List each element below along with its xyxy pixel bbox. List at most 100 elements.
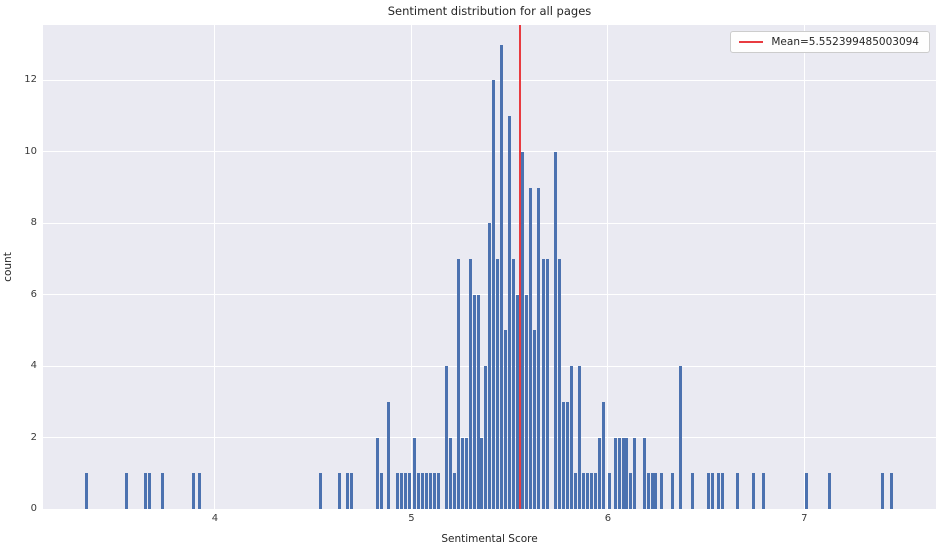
histogram-bar <box>449 437 453 509</box>
histogram-bar <box>707 473 711 509</box>
histogram-bar <box>468 258 472 509</box>
histogram-bar <box>515 294 519 509</box>
histogram-bar <box>192 473 196 509</box>
histogram-bar <box>472 294 476 509</box>
histogram-bar <box>608 473 612 509</box>
histogram-bar <box>495 258 499 509</box>
histogram-bar <box>464 437 468 509</box>
histogram-bar <box>492 80 496 509</box>
histogram-bar <box>533 330 537 509</box>
histogram-bar <box>437 473 441 509</box>
histogram-bar <box>647 473 651 509</box>
histogram-bar <box>618 437 622 509</box>
histogram-bar <box>484 366 488 509</box>
histogram-bar <box>445 366 449 509</box>
histogram-bar <box>671 473 675 509</box>
histogram-bar <box>417 473 421 509</box>
x-tick-label: 4 <box>211 513 219 524</box>
histogram-bar <box>387 401 391 509</box>
histogram-bar <box>507 116 511 509</box>
y-tick-label: 0 <box>30 503 37 514</box>
histogram-bar <box>433 473 437 509</box>
histogram-bar <box>376 437 380 509</box>
y-tick-label: 4 <box>30 360 37 372</box>
histogram-bar <box>84 473 88 509</box>
histogram-bar <box>586 473 590 509</box>
histogram-bar <box>319 473 323 509</box>
histogram-bar <box>460 437 464 509</box>
histogram-bar <box>453 473 457 509</box>
histogram-bar <box>457 258 461 509</box>
mean-line <box>518 25 521 509</box>
legend-label: Mean=5.552399485003094 <box>771 36 919 48</box>
histogram-bar <box>828 473 832 509</box>
y-tick-label: 6 <box>30 288 37 300</box>
histogram-bar <box>511 258 515 509</box>
histogram-bar <box>503 330 507 509</box>
plot-area: Mean=5.552399485003094 <box>43 25 936 510</box>
x-tick-label: 5 <box>408 513 415 524</box>
histogram-bar <box>161 473 165 509</box>
histogram-bar <box>691 473 695 509</box>
y-tick-label: 12 <box>24 74 37 86</box>
gridline-x <box>214 25 216 509</box>
gridline-x <box>410 25 412 509</box>
histogram-bar <box>679 366 683 509</box>
histogram-bar <box>429 473 433 509</box>
histogram-bar <box>625 437 629 509</box>
histogram-bar <box>558 258 562 509</box>
histogram-bar <box>525 294 529 509</box>
histogram-bar <box>542 258 546 509</box>
histogram-bar <box>651 473 655 509</box>
histogram-bar <box>413 437 417 509</box>
histogram-bar <box>574 473 578 509</box>
histogram-bar <box>629 473 633 509</box>
histogram-bar <box>590 473 594 509</box>
histogram-bar <box>881 473 885 509</box>
histogram-bar <box>350 473 354 509</box>
legend-line-swatch <box>739 41 764 43</box>
histogram-bar <box>488 223 492 509</box>
histogram-bar <box>400 473 404 509</box>
histogram-bar <box>717 473 721 509</box>
histogram-bar <box>711 473 715 509</box>
gridline-x <box>607 25 609 509</box>
chart-title: Sentiment distribution for all pages <box>387 4 592 18</box>
histogram-bar <box>380 473 384 509</box>
histogram-bar <box>197 473 201 509</box>
histogram-bar <box>521 151 525 509</box>
histogram-bar <box>633 437 637 509</box>
histogram-bar <box>736 473 740 509</box>
histogram-bar <box>890 473 894 509</box>
histogram-bar <box>529 187 533 509</box>
histogram-bar <box>752 473 756 509</box>
histogram-bar <box>570 366 574 509</box>
histogram-bar <box>499 44 503 509</box>
histogram-bar <box>338 473 342 509</box>
y-tick-label: 10 <box>24 145 37 157</box>
histogram-bar <box>125 473 129 509</box>
histogram-bar <box>660 473 664 509</box>
gridline-y <box>43 508 936 510</box>
histogram-bar <box>582 473 586 509</box>
histogram-bar <box>476 294 480 509</box>
histogram-bar <box>614 437 618 509</box>
histogram-bar <box>554 151 558 509</box>
x-tick-label: 7 <box>801 513 808 524</box>
gridline-y <box>43 151 936 153</box>
histogram-bar <box>578 366 582 509</box>
histogram-bar <box>404 473 408 509</box>
x-axis-label: Sentimental Score <box>441 533 538 545</box>
histogram-bar <box>537 187 541 509</box>
histogram-bar <box>148 473 152 509</box>
y-tick-label: 8 <box>30 217 37 229</box>
y-tick-label: 2 <box>30 431 37 443</box>
histogram-bar <box>396 473 400 509</box>
y-axis-label: count <box>2 252 14 282</box>
histogram-bar <box>762 473 766 509</box>
gridline-x <box>803 25 805 509</box>
histogram-bar <box>622 437 626 509</box>
histogram-bar <box>602 401 606 509</box>
histogram-bar <box>721 473 725 509</box>
